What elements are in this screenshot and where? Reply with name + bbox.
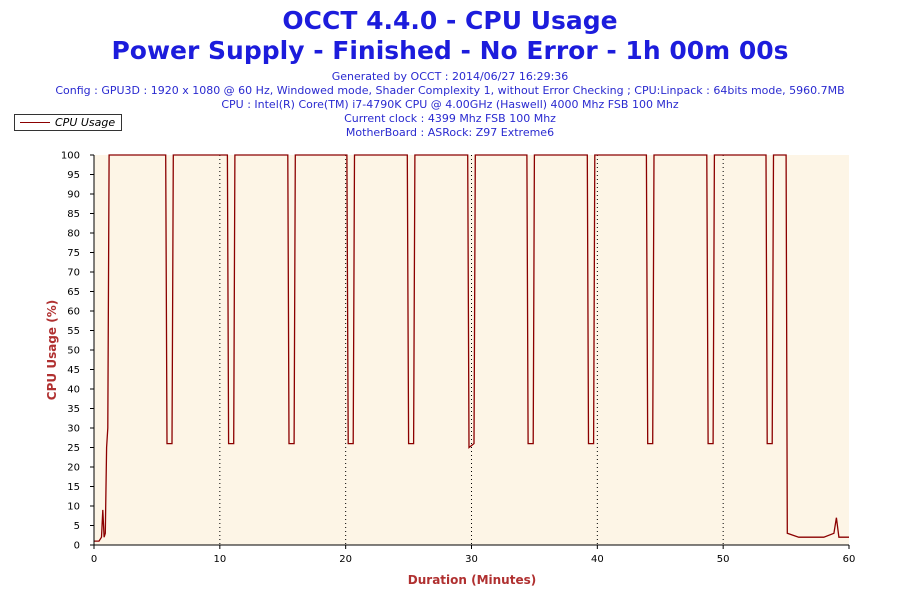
info-motherboard: MotherBoard : ASRock: Z97 Extreme6: [345, 126, 555, 139]
y-tick-labels: 0 5 10 15 20 25 30 35 40 45 50 55 60 65 70 75 80 85 90 95 10…: [61, 151, 80, 552]
x-tick-label: 0: [91, 554, 97, 565]
chart-title: OCCT 4.4.0 - CPU Usage: [282, 6, 618, 35]
plot-area: [94, 155, 849, 545]
x-tick-label: 60: [843, 554, 856, 565]
y-tick-label: 25: [67, 443, 80, 454]
y-tick-label: 70: [67, 268, 80, 279]
x-tick-labels: 0 10 20 30 40 50 60: [91, 554, 856, 565]
y-tick-label: 10: [67, 502, 80, 513]
y-tick-label: 40: [67, 385, 80, 396]
y-tick-label: 15: [67, 482, 80, 493]
legend-label: CPU Usage: [55, 116, 116, 129]
x-axis-label: Duration (Minutes): [408, 573, 536, 587]
y-tick-label: 45: [67, 365, 80, 376]
x-tick-label: 20: [339, 554, 352, 565]
y-tick-label: 85: [67, 209, 80, 220]
y-axis-label: CPU Usage (%): [45, 300, 59, 400]
y-tick-label: 5: [74, 521, 80, 532]
info-config: Config : GPU3D : 1920 x 1080 @ 60 Hz, Wi…: [55, 84, 845, 97]
y-tick-label: 80: [67, 229, 80, 240]
grid-lines: [219, 155, 724, 545]
legend: CPU Usage: [14, 114, 122, 131]
info-clock: Current clock : 4399 Mhz FSB 100 Mhz: [344, 112, 556, 125]
info-generated: Generated by OCCT : 2014/06/27 16:29:36: [331, 70, 569, 83]
x-tick-label: 50: [717, 554, 730, 565]
y-tick-label: 75: [67, 248, 80, 259]
y-tick-label: 35: [67, 404, 80, 415]
y-tick-label: 100: [61, 151, 80, 162]
axis-ticks: [90, 154, 850, 549]
y-tick-label: 20: [67, 463, 80, 474]
info-cpu: CPU : Intel(R) Core(TM) i7-4790K CPU @ 4…: [221, 98, 679, 111]
x-tick-label: 40: [591, 554, 604, 565]
y-tick-label: 55: [67, 326, 80, 337]
x-tick-label: 30: [465, 554, 478, 565]
y-tick-label: 60: [67, 307, 80, 318]
y-tick-label: 95: [67, 170, 80, 181]
x-tick-label: 10: [213, 554, 226, 565]
y-tick-label: 0: [74, 541, 80, 552]
y-tick-label: 90: [67, 190, 80, 201]
y-tick-label: 65: [67, 287, 80, 298]
y-tick-label: 50: [67, 346, 80, 357]
y-tick-label: 30: [67, 424, 80, 435]
series-line-cpu-usage: [94, 154, 849, 542]
legend-swatch: [20, 122, 50, 123]
chart-subtitle: Power Supply - Finished - No Error - 1h …: [111, 36, 789, 65]
